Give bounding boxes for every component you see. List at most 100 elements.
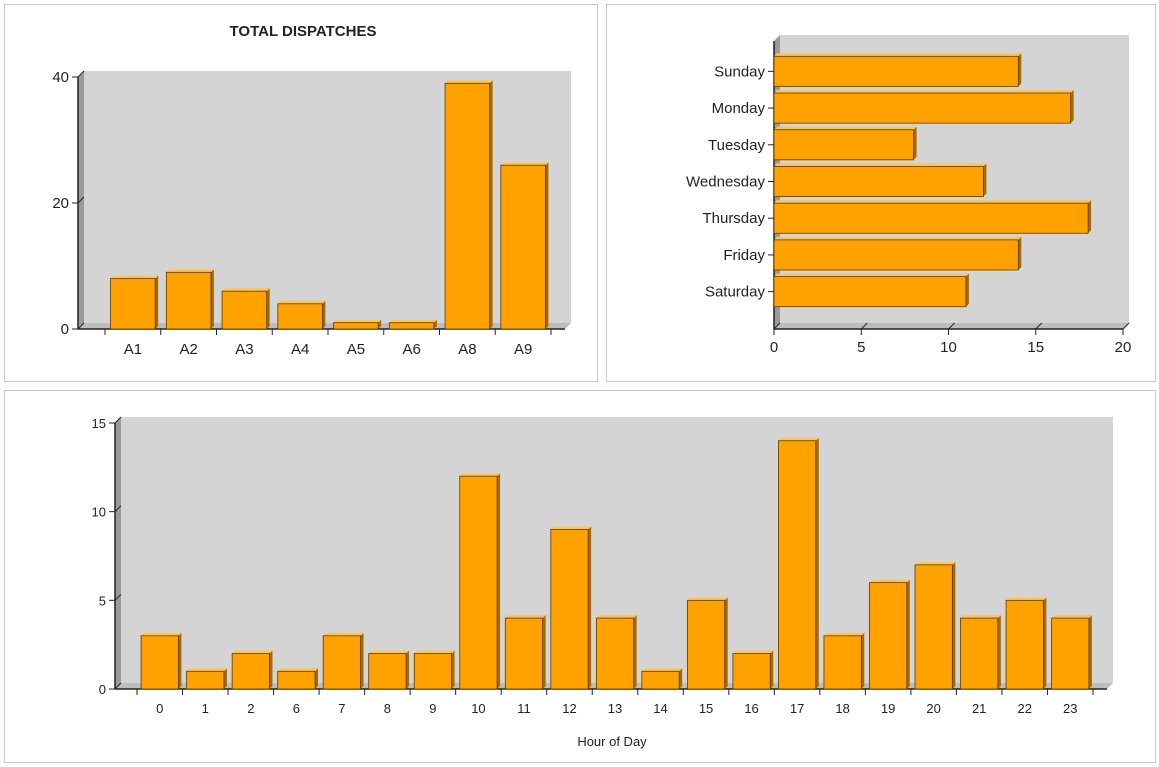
bar-front [277,303,323,330]
x-tick-label: 7 [338,701,345,716]
bar-side [983,163,987,197]
bar-top [732,650,774,654]
bar-6 [277,668,318,690]
bar-front [773,276,967,308]
bar-front [773,166,984,197]
bar-top [277,668,318,672]
chart-title: TOTAL DISPATCHES [230,23,377,40]
bar-10 [459,473,501,690]
x-tick-label: 10 [471,701,485,716]
bar-A5 [333,319,382,330]
x-tick-label: 19 [881,701,895,716]
bar-side [633,615,637,689]
bar-top [141,632,182,636]
bar-side [266,288,270,329]
y-tick-mark-depth [114,416,122,424]
bar-front [550,528,589,690]
bar-side [724,597,728,689]
bar-front [686,599,726,690]
bar-side [1018,236,1022,270]
x-tick-label: A3 [235,341,253,358]
bar-7 [322,632,364,690]
x-tick-label: A1 [124,341,142,358]
bar-top [232,650,273,654]
x-tick-label: 13 [608,701,622,716]
y-tick-label: Wednesday [686,174,765,191]
bar-front [773,239,1019,271]
bar-side [679,668,683,689]
bar-A2 [165,269,214,330]
bar-top [186,668,227,672]
bar-front [823,635,862,690]
bar-front [186,670,225,690]
x-tick-label: 18 [835,701,849,716]
x-tick-mark-depth [1035,322,1043,330]
y-tick-mark-depth [77,196,85,204]
bar-side [997,615,1001,689]
bar-side [1070,90,1074,124]
bar-side [965,273,969,307]
x-tick-label: 20 [926,701,940,716]
bar-front [869,582,908,690]
bar-A6 [388,319,437,330]
y-tick-label: 0 [99,682,106,697]
y-tick-mark-depth [114,505,122,513]
bar-side [913,126,917,160]
bar-side [1043,597,1047,689]
bar-A1 [110,275,159,330]
bar-front [231,653,270,690]
bar-top [110,275,159,279]
bar-top [323,632,364,636]
bar-front [110,278,156,330]
bar-A9 [500,162,549,330]
bar-top [333,319,382,323]
bar-9 [413,650,455,690]
bar-front [140,635,179,690]
bar-top [774,53,1022,57]
bar-top [641,668,683,672]
bar-front [1005,599,1044,690]
bar-top [823,632,865,636]
bar-side [1088,200,1092,234]
chart-panel-total-dispatches: TOTAL DISPATCHES 0 20 40 A1 A2 A3 A4 A5 A6 A8 A9 [4,4,598,382]
bar-1 [186,668,227,690]
bar-side [314,668,318,689]
x-tick-mark-depth [1122,322,1130,330]
bar-23 [1051,615,1092,690]
bar-top [414,650,455,654]
bar-top [368,650,410,654]
bar-18 [823,632,865,690]
x-tick-label: A4 [291,341,309,358]
bar-Monday [773,90,1074,124]
bar-Friday [773,236,1022,271]
bar-2 [231,650,273,690]
bar-front [504,617,544,690]
weekday-chart: 0 5 10 15 20 Sunday Monday Tuesday Wednesday Thur… [686,35,1132,356]
x-tick-label: 22 [1017,701,1031,716]
bar-front [595,617,635,690]
bar-front [388,322,435,330]
y-tick-label: Tuesday [708,137,765,154]
bar-side [269,650,273,689]
x-tick-label: 5 [857,339,865,356]
y-tick-mark-depth [114,682,122,690]
bar-top [687,597,728,601]
x-tick-label: 20 [1115,339,1132,356]
bar-side [1088,615,1092,689]
bar-front [277,670,316,690]
bar-side [360,632,364,689]
bar-front [368,653,407,690]
bar-front [165,271,212,330]
bar-side [952,561,956,689]
bar-15 [686,597,728,690]
x-tick-label: 15 [699,701,713,716]
bar-8 [368,650,410,690]
bar-front [732,653,771,690]
bar-front [322,635,361,690]
x-tick-label: 11 [517,701,531,716]
x-tick-label: 21 [972,701,986,716]
y-tick-label: Friday [723,247,765,264]
bar-top [774,236,1022,240]
bar-side [433,319,437,329]
x-tick-label: 12 [562,701,576,716]
